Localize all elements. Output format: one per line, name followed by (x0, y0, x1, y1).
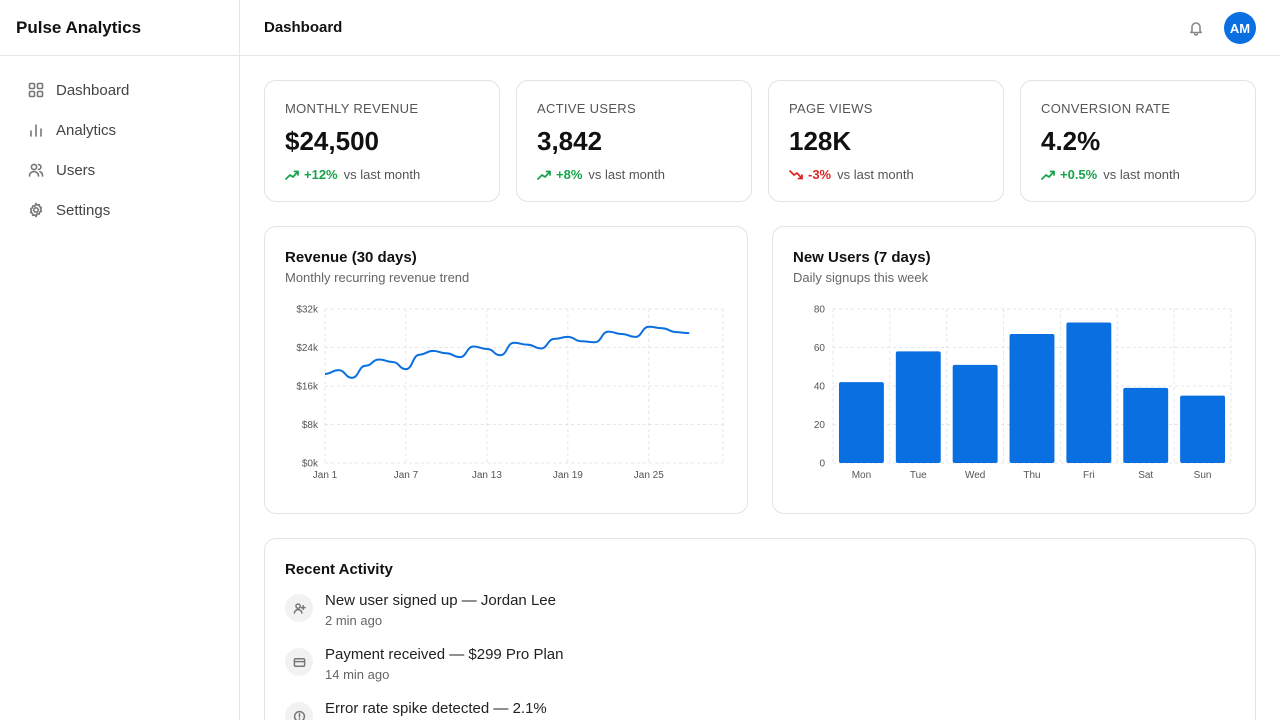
y-tick-label: $24k (296, 343, 319, 354)
sidebar-item-label: Settings (56, 201, 111, 219)
bar-sun (1180, 395, 1226, 463)
bar-mon (838, 382, 884, 463)
list-item[interactable]: Error rate spike detected — 2.1% (285, 700, 1235, 720)
x-tick-label: Jan 19 (553, 470, 583, 481)
stat-change-note: vs last month (1103, 167, 1180, 182)
stat-change-value: -3% (808, 167, 832, 182)
revenue-chart-card: Revenue (30 days) Monthly recurring reve… (264, 226, 748, 514)
stat-value: 4.2% (1041, 126, 1101, 156)
y-tick-label: 40 (814, 382, 826, 393)
credit-card-icon (285, 648, 313, 676)
list-item[interactable]: New user signed up — Jordan Lee 2 min ag… (285, 592, 1235, 646)
page-title: Dashboard (264, 19, 343, 36)
x-tick-label: Fri (1083, 470, 1095, 481)
stat-change-note: vs last month (588, 167, 665, 182)
x-tick-label: Jan 7 (394, 470, 419, 481)
x-tick-label: Jan 1 (313, 470, 338, 481)
stat-card-monthly-revenue: MONTHLY REVENUE $24,500 +12% vs last mon… (264, 80, 500, 202)
top-bar: Dashboard AM (240, 0, 1280, 56)
sidebar-item-analytics[interactable]: Analytics (0, 110, 239, 150)
bell-icon[interactable] (1188, 20, 1204, 36)
stat-change-note: vs last month (343, 167, 421, 182)
y-tick-label: 80 (814, 305, 826, 316)
x-tick-label: Wed (965, 470, 985, 481)
recent-activity-card: Recent Activity New user signed up — Jor… (264, 538, 1256, 720)
activity-text: New user signed up — Jordan Lee (325, 592, 556, 609)
grid-icon (28, 82, 44, 98)
stat-label: MONTHLY REVENUE (285, 101, 419, 116)
y-tick-label: 20 (814, 420, 826, 431)
stat-change-value: +12% (304, 167, 338, 182)
trend-up-icon (285, 168, 299, 182)
y-tick-label: $8k (302, 420, 319, 431)
activity-list: New user signed up — Jordan Lee 2 min ag… (285, 592, 1235, 720)
chart-title: New Users (7 days) (793, 249, 931, 266)
y-tick-label: $16k (296, 382, 319, 393)
sidebar-item-settings[interactable]: Settings (0, 190, 239, 230)
y-tick-label: $32k (296, 305, 319, 316)
stat-change: +8% vs last month (537, 167, 731, 182)
stat-change-value: +8% (556, 167, 583, 182)
stat-value: 3,842 (537, 126, 603, 156)
stat-change-value: +0.5% (1060, 167, 1098, 182)
activity-text: Payment received — $299 Pro Plan (325, 646, 564, 663)
activity-time: 14 min ago (325, 667, 390, 682)
activity-text: Error rate spike detected — 2.1% (325, 700, 547, 717)
stat-card-page-views: PAGE VIEWS 128K -3% vs last month (768, 80, 1004, 202)
sidebar-item-label: Analytics (56, 121, 117, 139)
y-tick-label: 60 (814, 343, 826, 354)
avatar[interactable]: AM (1224, 12, 1256, 44)
sidebar-item-label: Dashboard (56, 81, 130, 99)
stat-value: 128K (789, 126, 852, 156)
new-users-chart-card: New Users (7 days) Daily signups this we… (772, 226, 1256, 514)
alert-icon (285, 702, 313, 720)
stat-label: CONVERSION RATE (1041, 101, 1171, 116)
bar-sat (1123, 387, 1169, 463)
chart-title: Revenue (30 days) (285, 249, 417, 266)
sidebar-item-dashboard[interactable]: Dashboard (0, 70, 239, 110)
stat-label: PAGE VIEWS (789, 101, 873, 116)
stat-label: ACTIVE USERS (537, 101, 636, 116)
revenue-series-line (324, 325, 690, 379)
sidebar: Pulse Analytics Dashboard Analytics User… (0, 0, 240, 720)
x-tick-label: Thu (1023, 470, 1040, 481)
x-tick-label: Jan 25 (634, 470, 664, 481)
bar-fri (1066, 322, 1112, 463)
sidebar-item-users[interactable]: Users (0, 150, 239, 190)
sidebar-item-label: Users (56, 161, 96, 179)
stat-change-note: vs last month (837, 167, 914, 182)
list-item[interactable]: Payment received — $299 Pro Plan 14 min … (285, 646, 1235, 700)
trend-up-icon (1041, 168, 1055, 182)
user-plus-icon (285, 594, 313, 622)
activity-title: Recent Activity (285, 561, 393, 578)
chart-subtitle: Monthly recurring revenue trend (285, 270, 470, 285)
sidebar-nav: Dashboard Analytics Users Settings (0, 56, 239, 230)
x-tick-label: Mon (852, 470, 871, 481)
stat-card-active-users: ACTIVE USERS 3,842 +8% vs last month (516, 80, 752, 202)
stat-change: -3% vs last month (789, 167, 983, 182)
y-tick-label: $0k (302, 459, 319, 470)
activity-time: 2 min ago (325, 613, 383, 628)
app-brand: Pulse Analytics (0, 0, 239, 56)
x-tick-label: Sat (1138, 470, 1153, 481)
gear-icon (28, 202, 44, 218)
new-users-bar-chart: 0 20 40 60 80 Mon Tue Wed Thu Fri Sat Sun (814, 305, 1232, 481)
trend-up-icon (537, 168, 551, 182)
bar-tue (895, 351, 941, 463)
chart-subtitle: Daily signups this week (793, 270, 929, 285)
stat-change: +12% vs last month (285, 167, 479, 182)
stat-change: +0.5% vs last month (1041, 167, 1235, 182)
x-tick-label: Sun (1194, 470, 1212, 481)
y-tick-label: 0 (819, 459, 825, 470)
x-tick-label: Jan 13 (472, 470, 502, 481)
bar-thu (1009, 334, 1055, 463)
revenue-line-chart: $0k $8k $16k $24k $32k Jan 1 Jan 7 Jan 13 Jan 19… (296, 305, 724, 481)
x-tick-label: Tue (910, 470, 927, 481)
stat-value: $24,500 (285, 126, 379, 156)
bar-wed (952, 364, 998, 463)
trend-down-icon (789, 168, 803, 182)
bar-chart-icon (28, 122, 44, 138)
users-icon (28, 162, 44, 178)
stat-card-conversion-rate: CONVERSION RATE 4.2% +0.5% vs last month (1020, 80, 1256, 202)
